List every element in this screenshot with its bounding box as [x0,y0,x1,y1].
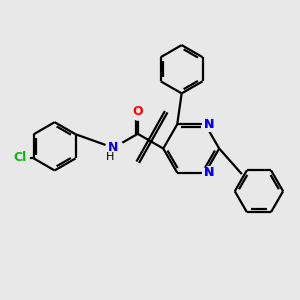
Text: Cl: Cl [14,151,27,164]
Text: N: N [204,118,214,131]
Text: N: N [108,141,119,154]
Text: N: N [204,118,214,131]
Text: H: H [106,152,114,162]
Text: N: N [204,166,214,179]
Text: N: N [204,166,214,179]
Text: O: O [132,105,143,118]
